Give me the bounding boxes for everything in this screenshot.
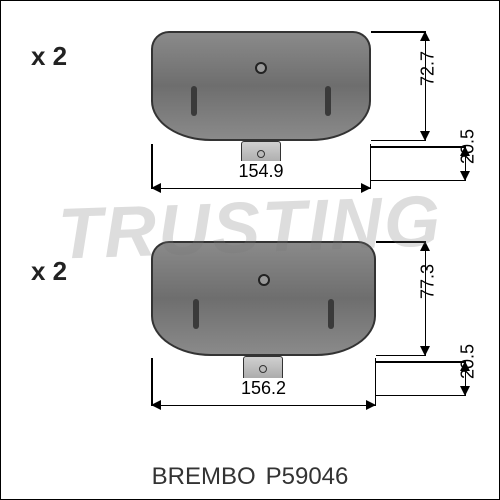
dim-height-bottom: 77.3 [416, 241, 434, 356]
qty-label-bottom: x 2 [31, 256, 67, 287]
arrow-left-icon [151, 400, 161, 410]
arrow-right-icon [361, 183, 371, 193]
dim-label: 156.2 [239, 378, 288, 399]
qty-label-top: x 2 [31, 41, 67, 72]
dim-line [151, 405, 376, 406]
brake-pad-bottom [151, 241, 376, 356]
arrow-down-icon [420, 131, 430, 141]
pad-slot [328, 299, 334, 329]
brand-name: BREMBO [152, 463, 256, 491]
arrow-right-icon [366, 400, 376, 410]
pad-slot [193, 299, 199, 329]
dim-thickness-bottom: 20.5 [456, 361, 474, 396]
dim-label: 20.5 [458, 128, 479, 163]
dim-line [425, 31, 426, 141]
arrow-down-icon [420, 346, 430, 356]
pad-slot [325, 86, 331, 116]
dim-label: 72.7 [418, 51, 439, 86]
ext-line [371, 146, 466, 148]
diagram-area: TRUSTING x 2 154.9 72.7 [1, 1, 499, 454]
ext-line [376, 241, 426, 243]
pad-slot [191, 86, 197, 116]
ext-line [376, 395, 466, 397]
dim-width-bottom: 156.2 [151, 396, 376, 414]
ext-line [376, 361, 466, 363]
ext-line [371, 180, 466, 182]
diagram-container: TRUSTING x 2 154.9 72.7 [0, 0, 500, 500]
pad-body [151, 241, 376, 356]
arrow-left-icon [151, 183, 161, 193]
dim-label: 154.9 [236, 161, 285, 182]
arrow-down-icon [460, 386, 470, 396]
ext-line [371, 140, 426, 142]
dim-height-top: 72.7 [416, 31, 434, 141]
pad-body [151, 31, 371, 141]
pad-hole [258, 274, 270, 286]
arrow-down-icon [460, 171, 470, 181]
ext-line [151, 358, 153, 406]
arrow-up-icon [420, 241, 430, 251]
ext-line [371, 31, 426, 33]
dim-width-top: 154.9 [151, 179, 371, 197]
dim-label: 77.3 [418, 263, 439, 298]
pad-hole [255, 62, 267, 74]
dim-line [151, 188, 371, 189]
dim-label: 20.5 [458, 343, 479, 378]
ext-line [376, 355, 426, 357]
ext-line [375, 358, 377, 406]
caption-bar: BREMBO P59046 [1, 454, 499, 499]
part-number: P59046 [266, 463, 349, 491]
dim-thickness-top: 20.5 [456, 146, 474, 181]
arrow-up-icon [420, 31, 430, 41]
brake-pad-top [151, 31, 371, 141]
